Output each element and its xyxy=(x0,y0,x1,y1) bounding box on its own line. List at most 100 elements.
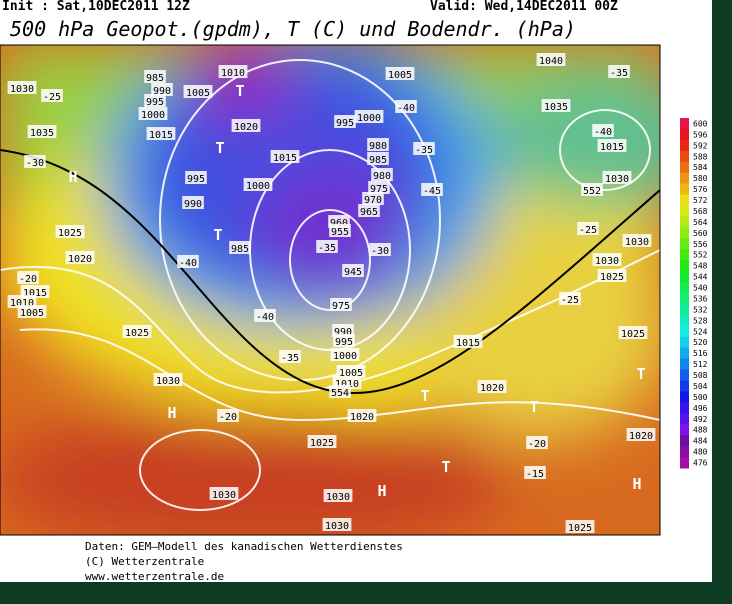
label-box xyxy=(270,150,300,163)
isoline-label: 1030 xyxy=(10,84,34,95)
label-box xyxy=(334,115,356,128)
label-box xyxy=(151,83,173,96)
isoline-label: 980 xyxy=(373,171,391,182)
label-box xyxy=(332,324,354,337)
isoline-label: 975 xyxy=(370,184,388,195)
isoline-label: 1030 xyxy=(625,237,649,248)
label-box xyxy=(541,99,571,112)
isoline-label: 1030 xyxy=(156,376,180,387)
isoline-label: 955 xyxy=(331,227,349,238)
isoline-label: 1015 xyxy=(149,130,173,141)
map-area xyxy=(0,45,660,535)
colorbar-swatch xyxy=(680,325,689,338)
isoline-label: 985 xyxy=(146,73,164,84)
label-box xyxy=(336,365,366,378)
label-box xyxy=(329,385,351,398)
pressure-center: H xyxy=(68,168,77,186)
colorbar-label: 584 xyxy=(693,163,708,172)
colorbar-swatch xyxy=(680,227,689,239)
colorbar-label: 564 xyxy=(693,218,708,227)
isoline-label: -40 xyxy=(256,312,274,323)
isoline-label: 1010 xyxy=(221,68,245,79)
colorbar-swatch xyxy=(680,314,689,327)
label-box xyxy=(243,178,273,191)
label-box xyxy=(597,139,627,152)
isoline-label: -30 xyxy=(371,246,389,257)
colorbar-swatch xyxy=(680,358,689,371)
colorbar-swatch xyxy=(680,271,689,283)
isoline-label: 965 xyxy=(360,207,378,218)
label-box xyxy=(7,81,37,94)
colorbar-label: 544 xyxy=(693,273,708,282)
colorbar-label: 476 xyxy=(693,459,708,468)
isoline-label: 1000 xyxy=(141,110,165,121)
colorbar-swatch xyxy=(680,249,689,261)
isoline-label: 1040 xyxy=(539,56,563,67)
label-box xyxy=(369,243,391,256)
isoline-label: 1030 xyxy=(325,521,349,532)
isoline-label: 960 xyxy=(330,218,348,229)
isoline-label: -25 xyxy=(579,225,597,236)
pressure-center: T xyxy=(420,387,429,405)
isoline-label: 995 xyxy=(336,118,354,129)
isoline-label: 945 xyxy=(344,267,362,278)
colorbar-label: 588 xyxy=(693,152,708,161)
label-box xyxy=(146,127,176,140)
label-box xyxy=(153,373,183,386)
colorbar-swatch xyxy=(680,282,689,294)
isoline-label: 1025 xyxy=(125,328,149,339)
isoline-label: 1015 xyxy=(273,153,297,164)
label-box xyxy=(209,487,239,500)
label-box xyxy=(122,325,152,338)
isoline-label: -25 xyxy=(561,295,579,306)
valid-time: Valid: Wed,14DEC2011 00Z xyxy=(430,0,618,14)
pressure-center: T xyxy=(213,226,222,244)
colorbar-label: 600 xyxy=(693,119,708,128)
isoline-label: 1035 xyxy=(544,102,568,113)
colorbar-label: 556 xyxy=(693,240,708,249)
isoline-label: 985 xyxy=(369,155,387,166)
isoline-label: 980 xyxy=(369,141,387,152)
isoline-label: 1010 xyxy=(10,298,34,309)
label-box xyxy=(182,196,204,209)
colorbar-swatch xyxy=(680,424,689,436)
pressure-center: T xyxy=(529,398,538,416)
colorbar-label: 552 xyxy=(693,251,708,260)
label-box xyxy=(20,285,50,298)
isoline-label: 1025 xyxy=(568,523,592,534)
isoline-label: -40 xyxy=(179,258,197,269)
pressure-center: H xyxy=(377,482,386,500)
isoline-label: 970 xyxy=(364,195,382,206)
label-box xyxy=(329,224,351,237)
label-box xyxy=(385,67,415,80)
label-box xyxy=(565,520,595,533)
isoline-label: 985 xyxy=(231,244,249,255)
label-box xyxy=(367,152,389,165)
isoline-label: 1030 xyxy=(605,174,629,185)
label-box xyxy=(368,181,390,194)
label-box xyxy=(559,292,581,305)
isoline-label: -20 xyxy=(219,412,237,423)
label-box xyxy=(144,94,166,107)
label-box xyxy=(185,171,207,184)
label-box xyxy=(218,65,248,78)
label-box xyxy=(333,334,355,347)
label-box xyxy=(55,225,85,238)
label-box xyxy=(330,348,360,361)
isoline-label: 1025 xyxy=(621,329,645,340)
map-frame xyxy=(0,44,661,536)
label-box xyxy=(177,255,199,268)
isoline-label: 1005 xyxy=(186,88,210,99)
colorbar-label: 504 xyxy=(693,382,708,391)
isoline-label: 1005 xyxy=(20,308,44,319)
colorbar-label: 532 xyxy=(693,305,708,314)
isoline-label: 975 xyxy=(332,301,350,312)
colorbar-label: 480 xyxy=(693,448,708,457)
label-box xyxy=(592,253,622,266)
label-box xyxy=(358,204,380,217)
isoline-label: -45 xyxy=(423,186,441,197)
label-box xyxy=(577,222,599,235)
colorbar-label: 512 xyxy=(693,360,708,369)
isoline-label: 1025 xyxy=(600,272,624,283)
